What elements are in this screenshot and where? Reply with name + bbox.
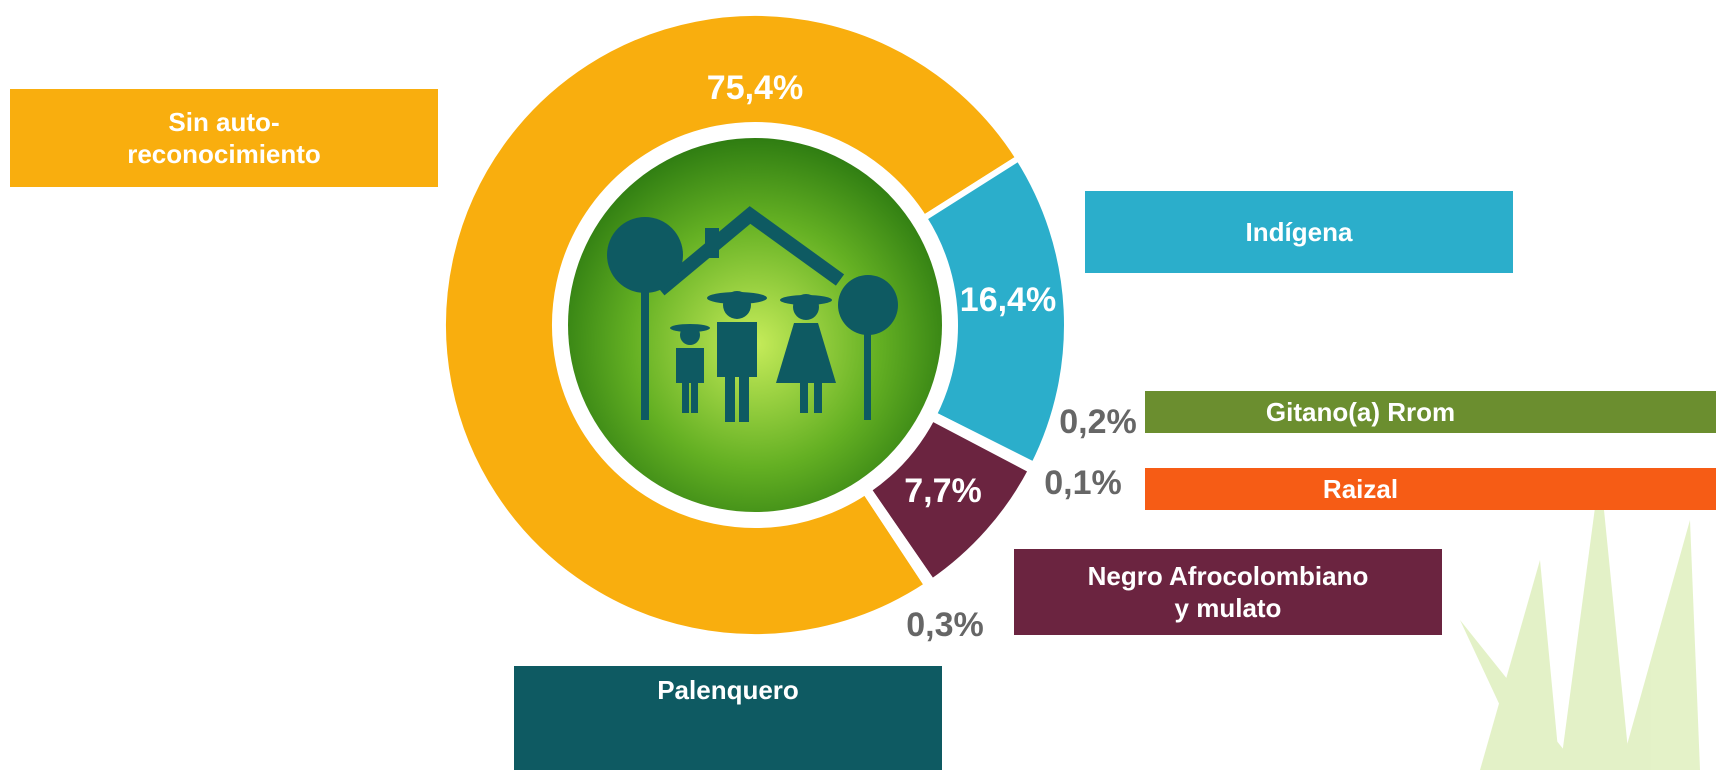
family-icon <box>607 206 898 422</box>
value-label: 0,2% <box>1059 403 1137 441</box>
grass-decoration <box>1460 470 1700 770</box>
category-label-box: Raizal <box>1145 468 1716 510</box>
value-label: 75,4% <box>707 69 803 107</box>
category-label: Raizal <box>1322 473 1399 504</box>
category-label: Palenquero <box>657 675 799 705</box>
category-label: Indígena <box>1245 216 1353 247</box>
category-label: Sin auto-reconocimiento <box>127 106 321 170</box>
category-label: Negro Afrocolombiano y mulato <box>1087 560 1369 624</box>
value-label: 7,7% <box>904 472 982 510</box>
category-label-box: Gitano(a) Rrom <box>1145 391 1716 433</box>
value-labels: 75,4% 16,4% 0,2% 0,1% 7,7% 0,3% <box>707 69 1137 644</box>
category-label: Gitano(a) Rrom <box>1265 396 1456 427</box>
category-label-box: Indígena <box>1085 191 1513 273</box>
value-label: 16,4% <box>960 281 1056 319</box>
donut-slice <box>861 485 937 590</box>
donut-slice <box>439 10 1023 640</box>
category-label-box: Sin auto-reconocimiento <box>10 89 438 187</box>
category-label-box: Negro Afrocolombiano y mulato <box>1014 549 1442 635</box>
slices <box>439 10 1070 640</box>
value-label: 0,1% <box>1044 464 1122 502</box>
category-label-box: Palenquero <box>514 666 942 770</box>
value-label: 0,3% <box>906 606 984 644</box>
